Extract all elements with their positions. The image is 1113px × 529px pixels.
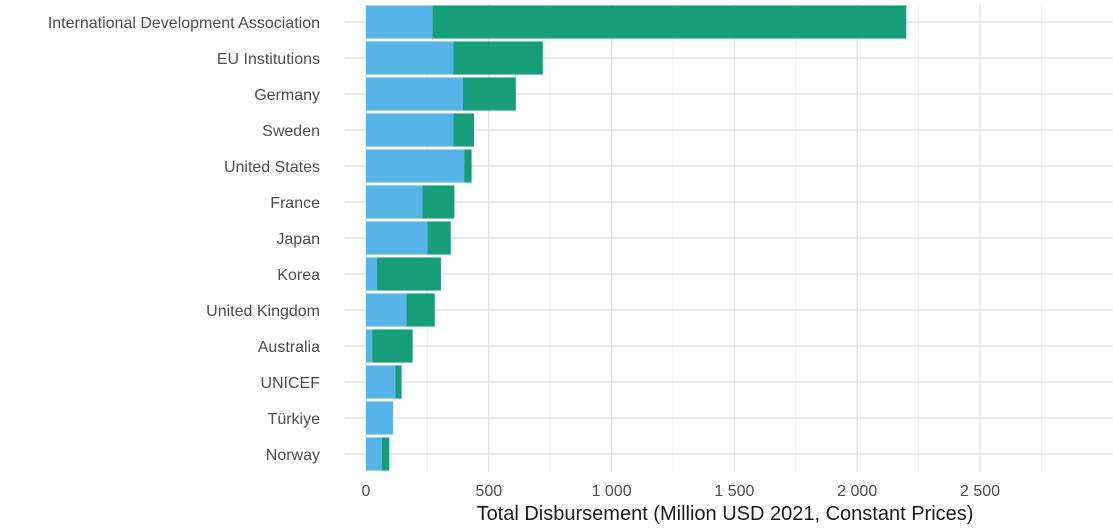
bar-segment	[366, 5, 433, 39]
bar-segment	[366, 77, 464, 111]
bar-segment	[463, 77, 516, 111]
x-tick-label: 1 000	[592, 483, 632, 500]
y-tick-label: UNICEF	[260, 375, 320, 392]
bar-segment	[395, 365, 402, 399]
y-tick-label: Norway	[266, 447, 320, 464]
bar-segment	[464, 149, 472, 183]
bar-segment	[406, 293, 435, 327]
bar-segment	[366, 365, 396, 399]
y-tick-label: United Kingdom	[206, 303, 320, 320]
bar-segment	[381, 437, 390, 471]
x-axis-title: Total Disbursement (Million USD 2021, Co…	[477, 503, 974, 525]
x-tick-label: 500	[475, 483, 502, 500]
bar-segment	[427, 221, 451, 255]
bar-segment	[366, 401, 394, 435]
bar-segment	[366, 185, 423, 219]
bars	[366, 5, 907, 471]
y-tick-label: Germany	[254, 87, 320, 104]
y-tick-label: International Development Association	[48, 15, 320, 32]
bar-segment	[453, 113, 475, 147]
bar-segment	[422, 185, 455, 219]
x-tick-label: 1 500	[714, 483, 754, 500]
bar-segment	[377, 257, 441, 291]
bar-segment	[366, 257, 378, 291]
x-axis-tick-labels: 0 500 1 000 1 500 2 000 2 500	[362, 483, 1001, 500]
y-tick-label: France	[270, 195, 320, 212]
bar-segment	[366, 149, 465, 183]
y-tick-label: EU Institutions	[217, 51, 320, 68]
bar-segment	[372, 329, 413, 363]
y-tick-label: Australia	[258, 339, 320, 356]
y-tick-label: Sweden	[262, 123, 320, 140]
y-tick-label: Japan	[276, 231, 320, 248]
x-tick-label: 2 500	[960, 483, 1000, 500]
x-tick-label: 2 000	[837, 483, 877, 500]
y-tick-label: Korea	[277, 267, 320, 284]
bar-segment	[453, 41, 543, 75]
bar-segment	[366, 221, 428, 255]
bar-segment	[432, 5, 907, 39]
x-tick-label: 0	[362, 483, 371, 500]
y-tick-label: United States	[224, 159, 320, 176]
bar-segment	[366, 113, 454, 147]
bar-segment	[366, 437, 382, 471]
y-tick-label: Türkiye	[268, 411, 321, 428]
bar-segment	[366, 329, 373, 363]
bar-segment	[366, 293, 407, 327]
y-axis-tick-labels: International Development Association EU …	[48, 15, 320, 464]
bar-segment	[366, 41, 454, 75]
